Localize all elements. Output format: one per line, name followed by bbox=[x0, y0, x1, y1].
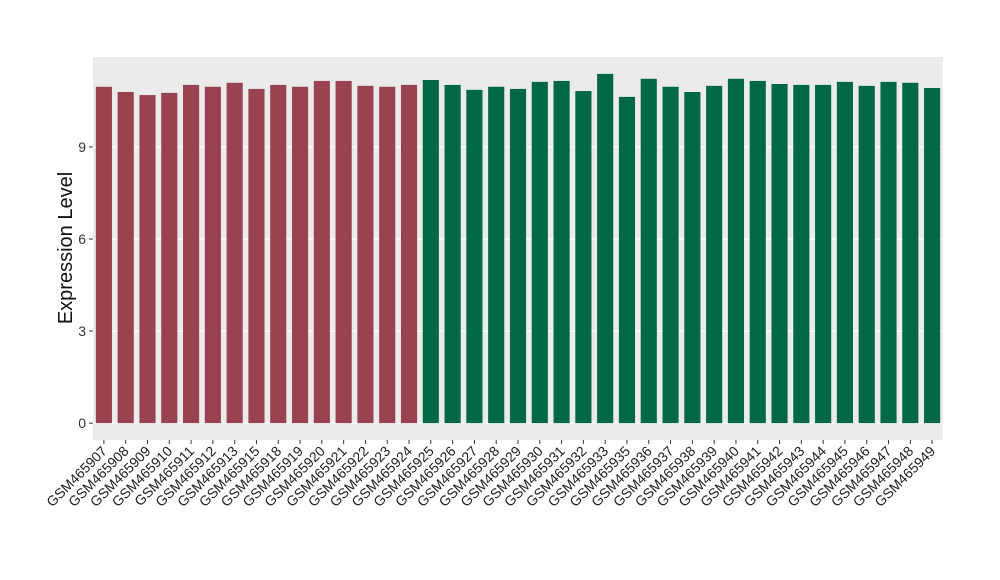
bar bbox=[488, 86, 505, 424]
bar bbox=[291, 86, 309, 424]
bar bbox=[924, 87, 941, 424]
bar bbox=[357, 85, 374, 424]
bar bbox=[684, 91, 701, 424]
bar bbox=[313, 80, 330, 424]
bar bbox=[640, 78, 657, 424]
bar bbox=[749, 80, 766, 424]
bar bbox=[771, 84, 788, 424]
bar bbox=[727, 78, 745, 424]
bar bbox=[597, 73, 614, 424]
bar bbox=[880, 81, 897, 424]
bar bbox=[335, 80, 352, 424]
y-axis-label: Expression Level bbox=[55, 172, 77, 324]
bar bbox=[400, 84, 418, 424]
bar bbox=[248, 88, 265, 424]
bar bbox=[575, 91, 592, 424]
bar bbox=[706, 85, 723, 424]
bar bbox=[815, 84, 832, 424]
bar bbox=[618, 96, 636, 424]
bar bbox=[902, 82, 919, 424]
bar bbox=[553, 80, 570, 424]
bar bbox=[793, 84, 810, 424]
bar bbox=[226, 82, 243, 424]
bar bbox=[422, 80, 439, 424]
y-tick-label: 9 bbox=[78, 139, 86, 155]
bar bbox=[509, 88, 527, 424]
bar bbox=[139, 95, 156, 424]
bar bbox=[379, 86, 396, 424]
bar bbox=[662, 86, 679, 424]
bar bbox=[95, 86, 112, 424]
bar bbox=[444, 84, 461, 424]
bar bbox=[161, 92, 178, 424]
y-tick-label: 3 bbox=[78, 323, 86, 339]
bar bbox=[117, 91, 134, 424]
bar bbox=[183, 84, 200, 424]
y-tick-label: 0 bbox=[78, 415, 86, 431]
y-tick-label: 6 bbox=[78, 231, 86, 247]
bar bbox=[836, 81, 853, 424]
bar bbox=[531, 81, 548, 424]
bar bbox=[270, 84, 287, 424]
bar bbox=[204, 86, 221, 424]
bar bbox=[466, 89, 483, 424]
bar bbox=[858, 85, 875, 424]
